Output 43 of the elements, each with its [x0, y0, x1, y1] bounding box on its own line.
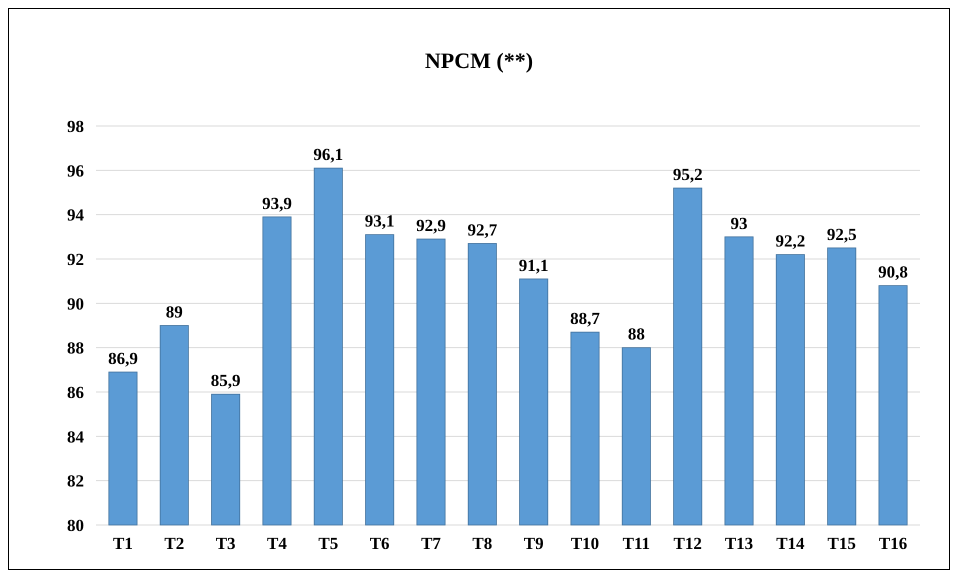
data-label: 92,2 — [775, 232, 806, 251]
x-tick-label: T1 — [113, 534, 133, 553]
y-tick-label: 90 — [67, 294, 84, 314]
data-label: 95,2 — [672, 165, 703, 184]
x-tick-label: T16 — [878, 534, 908, 553]
data-label: 88 — [628, 324, 645, 344]
y-tick-label: 92 — [67, 250, 84, 269]
y-tick-label: 84 — [67, 427, 84, 446]
x-tick-label: T10 — [570, 534, 600, 553]
y-tick-label: 98 — [67, 116, 84, 136]
y-tick-label: 82 — [67, 472, 84, 491]
x-tick-label: T14 — [776, 534, 806, 553]
data-label: 86,9 — [108, 349, 138, 368]
data-label: 90,8 — [878, 262, 908, 282]
data-label: 88,7 — [570, 309, 600, 328]
data-label: 93,1 — [364, 212, 395, 231]
y-tick-label: 94 — [67, 206, 84, 225]
data-label: 85,9 — [210, 371, 241, 390]
x-tick-label: T3 — [216, 534, 236, 553]
data-label: 93,9 — [262, 194, 292, 213]
x-tick-label: T2 — [164, 534, 184, 553]
y-tick-label: 86 — [67, 382, 84, 402]
data-label: 96,1 — [313, 145, 344, 164]
x-tick-label: T4 — [267, 534, 288, 553]
x-tick-label: T15 — [828, 534, 856, 553]
x-tick-label: T8 — [472, 534, 492, 553]
y-tick-label: 96 — [67, 161, 84, 180]
data-label: 92,9 — [416, 216, 446, 236]
chart-title: NPCM (**) — [424, 48, 534, 73]
x-tick-label: T7 — [421, 534, 442, 553]
x-tick-label: T12 — [674, 534, 702, 553]
x-tick-label: T13 — [724, 534, 754, 553]
data-label: 91,1 — [518, 256, 549, 275]
x-tick-label: T5 — [318, 534, 338, 553]
y-tick-label: 80 — [67, 516, 84, 535]
data-label: 93 — [730, 214, 748, 233]
x-tick-label: T9 — [524, 534, 544, 553]
y-tick-label: 88 — [67, 338, 84, 358]
data-label: 92,7 — [467, 220, 498, 240]
x-tick-label: T6 — [370, 534, 390, 553]
data-label: 92,5 — [826, 224, 857, 244]
data-label: 89 — [166, 302, 183, 322]
x-tick-label: T11 — [622, 534, 650, 553]
